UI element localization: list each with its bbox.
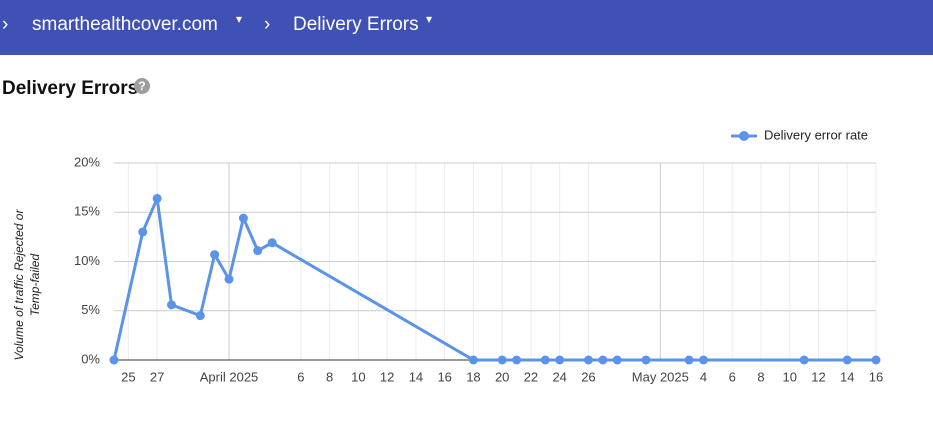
help-icon[interactable] — [134, 78, 150, 94]
x-tick-label: 22 — [524, 369, 538, 384]
data-point — [267, 238, 277, 248]
x-tick-label: 26 — [581, 369, 595, 384]
data-point — [195, 311, 205, 321]
data-point — [253, 246, 263, 256]
x-tick-label: May 2025 — [632, 369, 689, 384]
data-point — [799, 355, 809, 365]
y-tick-label: 10% — [74, 253, 100, 268]
x-tick-label: 4 — [700, 369, 707, 384]
y-tick-label: 5% — [81, 302, 100, 317]
y-tick-label: 20% — [74, 154, 100, 169]
data-point — [612, 355, 622, 365]
data-point — [641, 355, 651, 365]
caret[interactable]: ▾ — [236, 12, 243, 26]
breadcrumb[interactable]: Delivery Errors — [293, 14, 419, 35]
x-tick-label: 18 — [466, 369, 480, 384]
data-point — [224, 274, 234, 284]
x-tick-label: 12 — [380, 369, 394, 384]
top-bar: › smarthealthcover.com ▾ › Delivery Erro… — [0, 0, 933, 55]
data-point — [138, 227, 148, 237]
x-tick-label: 27 — [150, 369, 164, 384]
y-tick-label: 15% — [74, 204, 100, 219]
data-point — [871, 355, 881, 365]
data-point — [152, 193, 162, 203]
x-tick-label: 12 — [811, 369, 825, 384]
x-tick-label: 6 — [297, 369, 304, 384]
data-point — [468, 355, 478, 365]
caret[interactable]: ▾ — [426, 12, 433, 26]
data-point — [555, 355, 565, 365]
data-point — [598, 355, 608, 365]
data-point — [210, 250, 220, 260]
x-tick-label: 6 — [729, 369, 736, 384]
y-axis-label-line: Volume of traffic Rejected or — [12, 209, 26, 361]
x-tick-label: 20 — [495, 369, 509, 384]
breadcrumb[interactable]: smarthealthcover.com — [32, 14, 218, 35]
data-point — [238, 213, 248, 223]
data-point — [167, 300, 177, 310]
x-tick-label: 10 — [783, 369, 797, 384]
x-tick-label: 24 — [552, 369, 566, 384]
y-axis-label-line: Temp-failed — [28, 254, 42, 317]
x-tick-label: 8 — [757, 369, 764, 384]
x-tick-label: 8 — [326, 369, 333, 384]
data-point — [583, 355, 593, 365]
chart: Delivery Errors ? Volume of traffic Reje… — [2, 78, 883, 384]
help-icon-glyph[interactable]: ? — [138, 79, 145, 93]
page-title: Delivery Errors — [2, 78, 138, 99]
x-tick-label: 16 — [437, 369, 451, 384]
legend-swatch-dot — [739, 131, 749, 141]
data-point — [684, 355, 694, 365]
legend-label: Delivery error rate — [764, 127, 868, 142]
data-point — [497, 355, 507, 365]
x-tick-label: 16 — [869, 369, 883, 384]
y-axis-label: Volume of traffic Rejected or Temp-faile… — [12, 209, 42, 361]
data-point — [540, 355, 550, 365]
chevron: › — [2, 14, 9, 35]
x-tick-label: 14 — [409, 369, 423, 384]
data-point — [512, 355, 522, 365]
data-point — [842, 355, 852, 365]
x-tick-label: April 2025 — [200, 369, 259, 384]
x-tick-label: 10 — [351, 369, 365, 384]
x-tick-label: 25 — [121, 369, 135, 384]
data-point — [109, 355, 119, 365]
data-point — [698, 355, 708, 365]
y-tick-label: 0% — [81, 351, 100, 366]
x-tick-label: 14 — [840, 369, 854, 384]
chevron: › — [264, 14, 271, 35]
